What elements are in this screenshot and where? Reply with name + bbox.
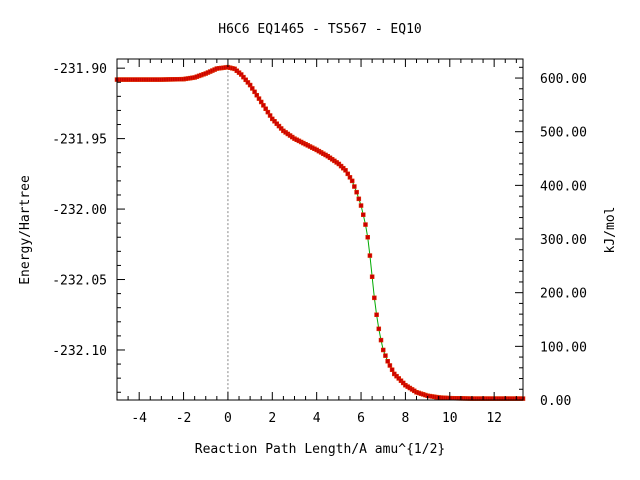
y2-tick-label: 600.00 <box>540 72 587 87</box>
x-tick-label: 10 <box>442 411 458 426</box>
series-line <box>117 66 523 400</box>
y2-axis-label: kJ/mol <box>603 207 618 254</box>
x-tick-label: 6 <box>357 411 365 426</box>
data-point <box>376 326 382 332</box>
data-point <box>378 337 384 343</box>
x-tick-label: 0 <box>224 411 232 426</box>
data-point <box>385 359 390 364</box>
data-point <box>358 203 364 208</box>
y-axis-label: Energy/Hartree <box>18 175 33 285</box>
data-point <box>372 295 377 301</box>
data-point <box>352 184 357 189</box>
data-point <box>354 189 359 195</box>
y2-tick-label: 200.00 <box>540 287 587 302</box>
series-layer <box>114 64 526 401</box>
data-point <box>349 178 355 184</box>
y-tick-label: -231.95 <box>52 133 107 148</box>
x-tick-label: 8 <box>402 411 410 426</box>
data-point <box>369 274 375 279</box>
x-tick-label: 4 <box>313 411 321 426</box>
y-tick-label: -232.05 <box>52 274 107 289</box>
y-axis-left: -231.90 -231.95 -232.00 -232.05 -232.10 <box>52 62 125 393</box>
data-point <box>383 353 388 358</box>
x-tick-label: 2 <box>268 411 276 426</box>
x-tick-label: 12 <box>486 411 502 426</box>
data-point <box>374 312 379 317</box>
y2-tick-label: 500.00 <box>540 126 587 141</box>
data-point <box>363 222 368 227</box>
chart-title: H6C6 EQ1465 - TS567 - EQ10 <box>218 22 422 37</box>
x-axis: -4 -2 0 2 4 6 8 10 12 <box>116 59 517 426</box>
data-point <box>361 212 366 217</box>
y-tick-label: -232.00 <box>52 203 107 218</box>
y-tick-label: -231.90 <box>52 62 107 77</box>
y2-tick-label: 0.00 <box>540 394 571 409</box>
y2-tick-label: 300.00 <box>540 233 587 248</box>
data-point <box>380 347 386 353</box>
data-point <box>356 196 362 202</box>
y2-tick-label: 400.00 <box>540 179 587 194</box>
data-point <box>389 367 395 372</box>
y-axis-right: 600.00 500.00 400.00 300.00 200.00 100.00 0.00 <box>515 66 587 409</box>
y2-tick-label: 100.00 <box>540 340 587 355</box>
x-tick-label: -4 <box>131 411 147 426</box>
data-point <box>365 235 370 240</box>
data-point <box>367 253 373 258</box>
plot-frame <box>116 58 524 401</box>
data-point <box>387 363 393 368</box>
x-axis-label: Reaction Path Length/A amu^{1/2} <box>195 442 445 457</box>
x-tick-label: -2 <box>176 411 192 426</box>
y-tick-label: -232.10 <box>52 344 107 359</box>
